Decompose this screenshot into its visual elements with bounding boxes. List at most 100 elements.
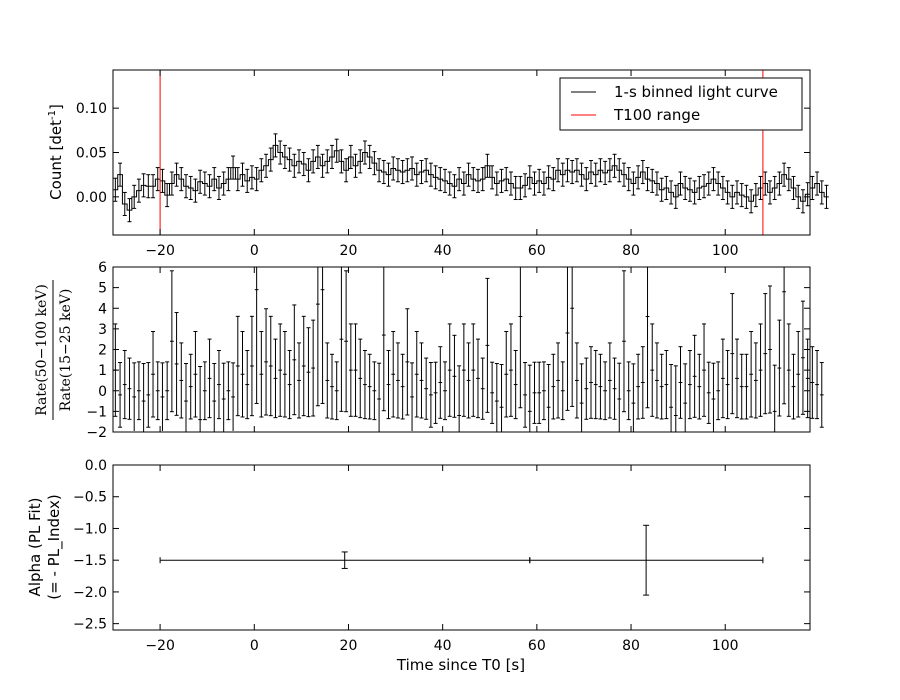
hardness-ratio-point — [240, 331, 245, 418]
light-curve-error-bar — [433, 165, 438, 190]
hardness-ratio-point — [654, 342, 659, 419]
light-curve-error-bar — [457, 167, 462, 192]
light-curve-error-bar — [631, 171, 636, 196]
hardness-ratio-point — [245, 349, 250, 420]
hardness-ratio-point — [819, 362, 824, 428]
light-curve-error-bar — [753, 183, 758, 208]
alpha-point — [529, 524, 764, 596]
light-curve-error-bar — [414, 162, 419, 187]
hardness-ratio-point — [198, 365, 203, 432]
light-curve-error-bar — [574, 158, 579, 183]
hardness-ratio-point — [169, 270, 174, 413]
light-curve-error-bar — [480, 167, 485, 192]
hardness-ratio-point — [636, 353, 641, 420]
light-curve-error-bar — [155, 167, 160, 192]
hardness-ratio-point — [339, 267, 344, 412]
light-curve-error-bar — [132, 184, 137, 209]
alpha-x-tick-label: 0 — [250, 638, 259, 654]
hardness-ratio-point — [617, 362, 622, 432]
light-curve-error-bar — [339, 149, 344, 174]
light-curve-error-bar — [165, 183, 170, 208]
hardness-ratio-point — [805, 338, 810, 419]
alpha-y-label-line2: (= - PL_Index) — [45, 494, 64, 599]
hardness-ratio-point — [221, 362, 226, 432]
hardness-ratio-y-tick-label: 0 — [98, 384, 107, 400]
hardness-ratio-point — [490, 361, 495, 424]
light-curve-y-label-close: ] — [47, 104, 65, 110]
hardness-ratio-point — [513, 349, 518, 420]
light-curve-error-bar — [136, 178, 141, 203]
light-curve-error-bar — [452, 174, 457, 199]
light-curve-error-bar — [824, 184, 829, 209]
hardness-ratio-point — [758, 323, 763, 417]
light-curve-error-bar — [749, 189, 754, 214]
light-curve-error-bar — [777, 171, 782, 196]
alpha-y-ticks: −2.5 −2.0 −1.5 −1.0 −0.5 0.0 — [73, 458, 810, 633]
hardness-ratio-point — [485, 277, 490, 413]
hardness-ratio-point — [527, 364, 532, 432]
light-curve-x-ticks: −20 0 20 40 60 80 100 — [145, 70, 739, 259]
light-curve-error-bar — [800, 189, 805, 214]
light-curve-error-bar — [664, 175, 669, 201]
light-curve-error-bar — [725, 180, 730, 205]
hardness-ratio-y-label-denominator: Rate(15−25 keV) — [58, 289, 74, 412]
alpha-series — [159, 524, 764, 596]
light-curve-x-tick-label: 80 — [622, 243, 640, 259]
light-curve-error-bar — [297, 149, 302, 174]
light-curve-error-bar — [598, 158, 603, 183]
hardness-ratio-point — [216, 349, 221, 420]
hardness-ratio-point — [231, 362, 236, 432]
light-curve-error-bar — [570, 159, 575, 185]
hardness-ratio-point — [786, 323, 791, 417]
hardness-ratio-point — [621, 270, 626, 413]
x-axis-label: Time since T0 [s] — [396, 656, 525, 674]
hardness-ratio-point — [725, 349, 730, 420]
light-curve-error-bar — [231, 155, 236, 180]
hardness-ratio-point — [419, 342, 424, 419]
hardness-ratio-point — [301, 315, 306, 417]
hardness-ratio-point — [673, 365, 678, 432]
light-curve-error-bar — [650, 168, 655, 193]
light-curve-error-bar — [692, 180, 697, 205]
hardness-ratio-point — [626, 361, 631, 421]
hardness-ratio-point — [282, 331, 287, 418]
light-curve-error-bar — [504, 167, 509, 192]
light-curve-error-bar — [268, 147, 273, 172]
light-curve-error-bar — [264, 153, 269, 178]
light-curve-error-bar — [151, 174, 156, 199]
light-curve-error-bar — [146, 174, 151, 199]
light-curve-error-bar — [815, 171, 820, 196]
hardness-ratio-y-tick-label: 6 — [98, 260, 107, 276]
light-curve-error-bar — [706, 171, 711, 196]
light-curve-error-bar — [466, 162, 471, 187]
light-curve-error-bar — [607, 158, 612, 183]
hardness-ratio-point — [183, 363, 188, 432]
hardness-ratio-point — [739, 353, 744, 420]
hardness-ratio-point — [287, 349, 292, 420]
hardness-ratio-point — [320, 267, 325, 404]
hardness-ratio-point — [749, 331, 754, 418]
hardness-ratio-point — [471, 323, 476, 417]
alpha-frame — [112, 464, 811, 631]
light-curve-step-line — [113, 144, 829, 211]
light-curve-y-tick-label: 0.10 — [76, 101, 107, 117]
light-curve-series — [113, 133, 829, 223]
light-curve-error-bar — [518, 175, 523, 201]
light-curve-error-bar — [174, 162, 179, 187]
hardness-ratio-point — [235, 315, 240, 417]
light-curve-error-bar — [221, 171, 226, 196]
alpha-y-tick-label: −1.5 — [73, 553, 107, 569]
hardness-ratio-point — [772, 364, 777, 432]
light-curve-error-bar — [353, 153, 358, 178]
light-curve-error-bar — [372, 151, 377, 176]
hardness-ratio-y-tick-label: 4 — [98, 301, 107, 317]
hardness-ratio-point — [207, 338, 212, 419]
light-curve-error-bar — [193, 178, 198, 203]
hardness-ratio-point — [122, 349, 127, 420]
hardness-ratio-point — [377, 362, 382, 432]
light-curve-error-bar — [697, 175, 702, 201]
hardness-ratio-point — [325, 342, 330, 419]
light-curve-error-bar — [419, 159, 424, 185]
light-curve-error-bar — [325, 149, 330, 174]
